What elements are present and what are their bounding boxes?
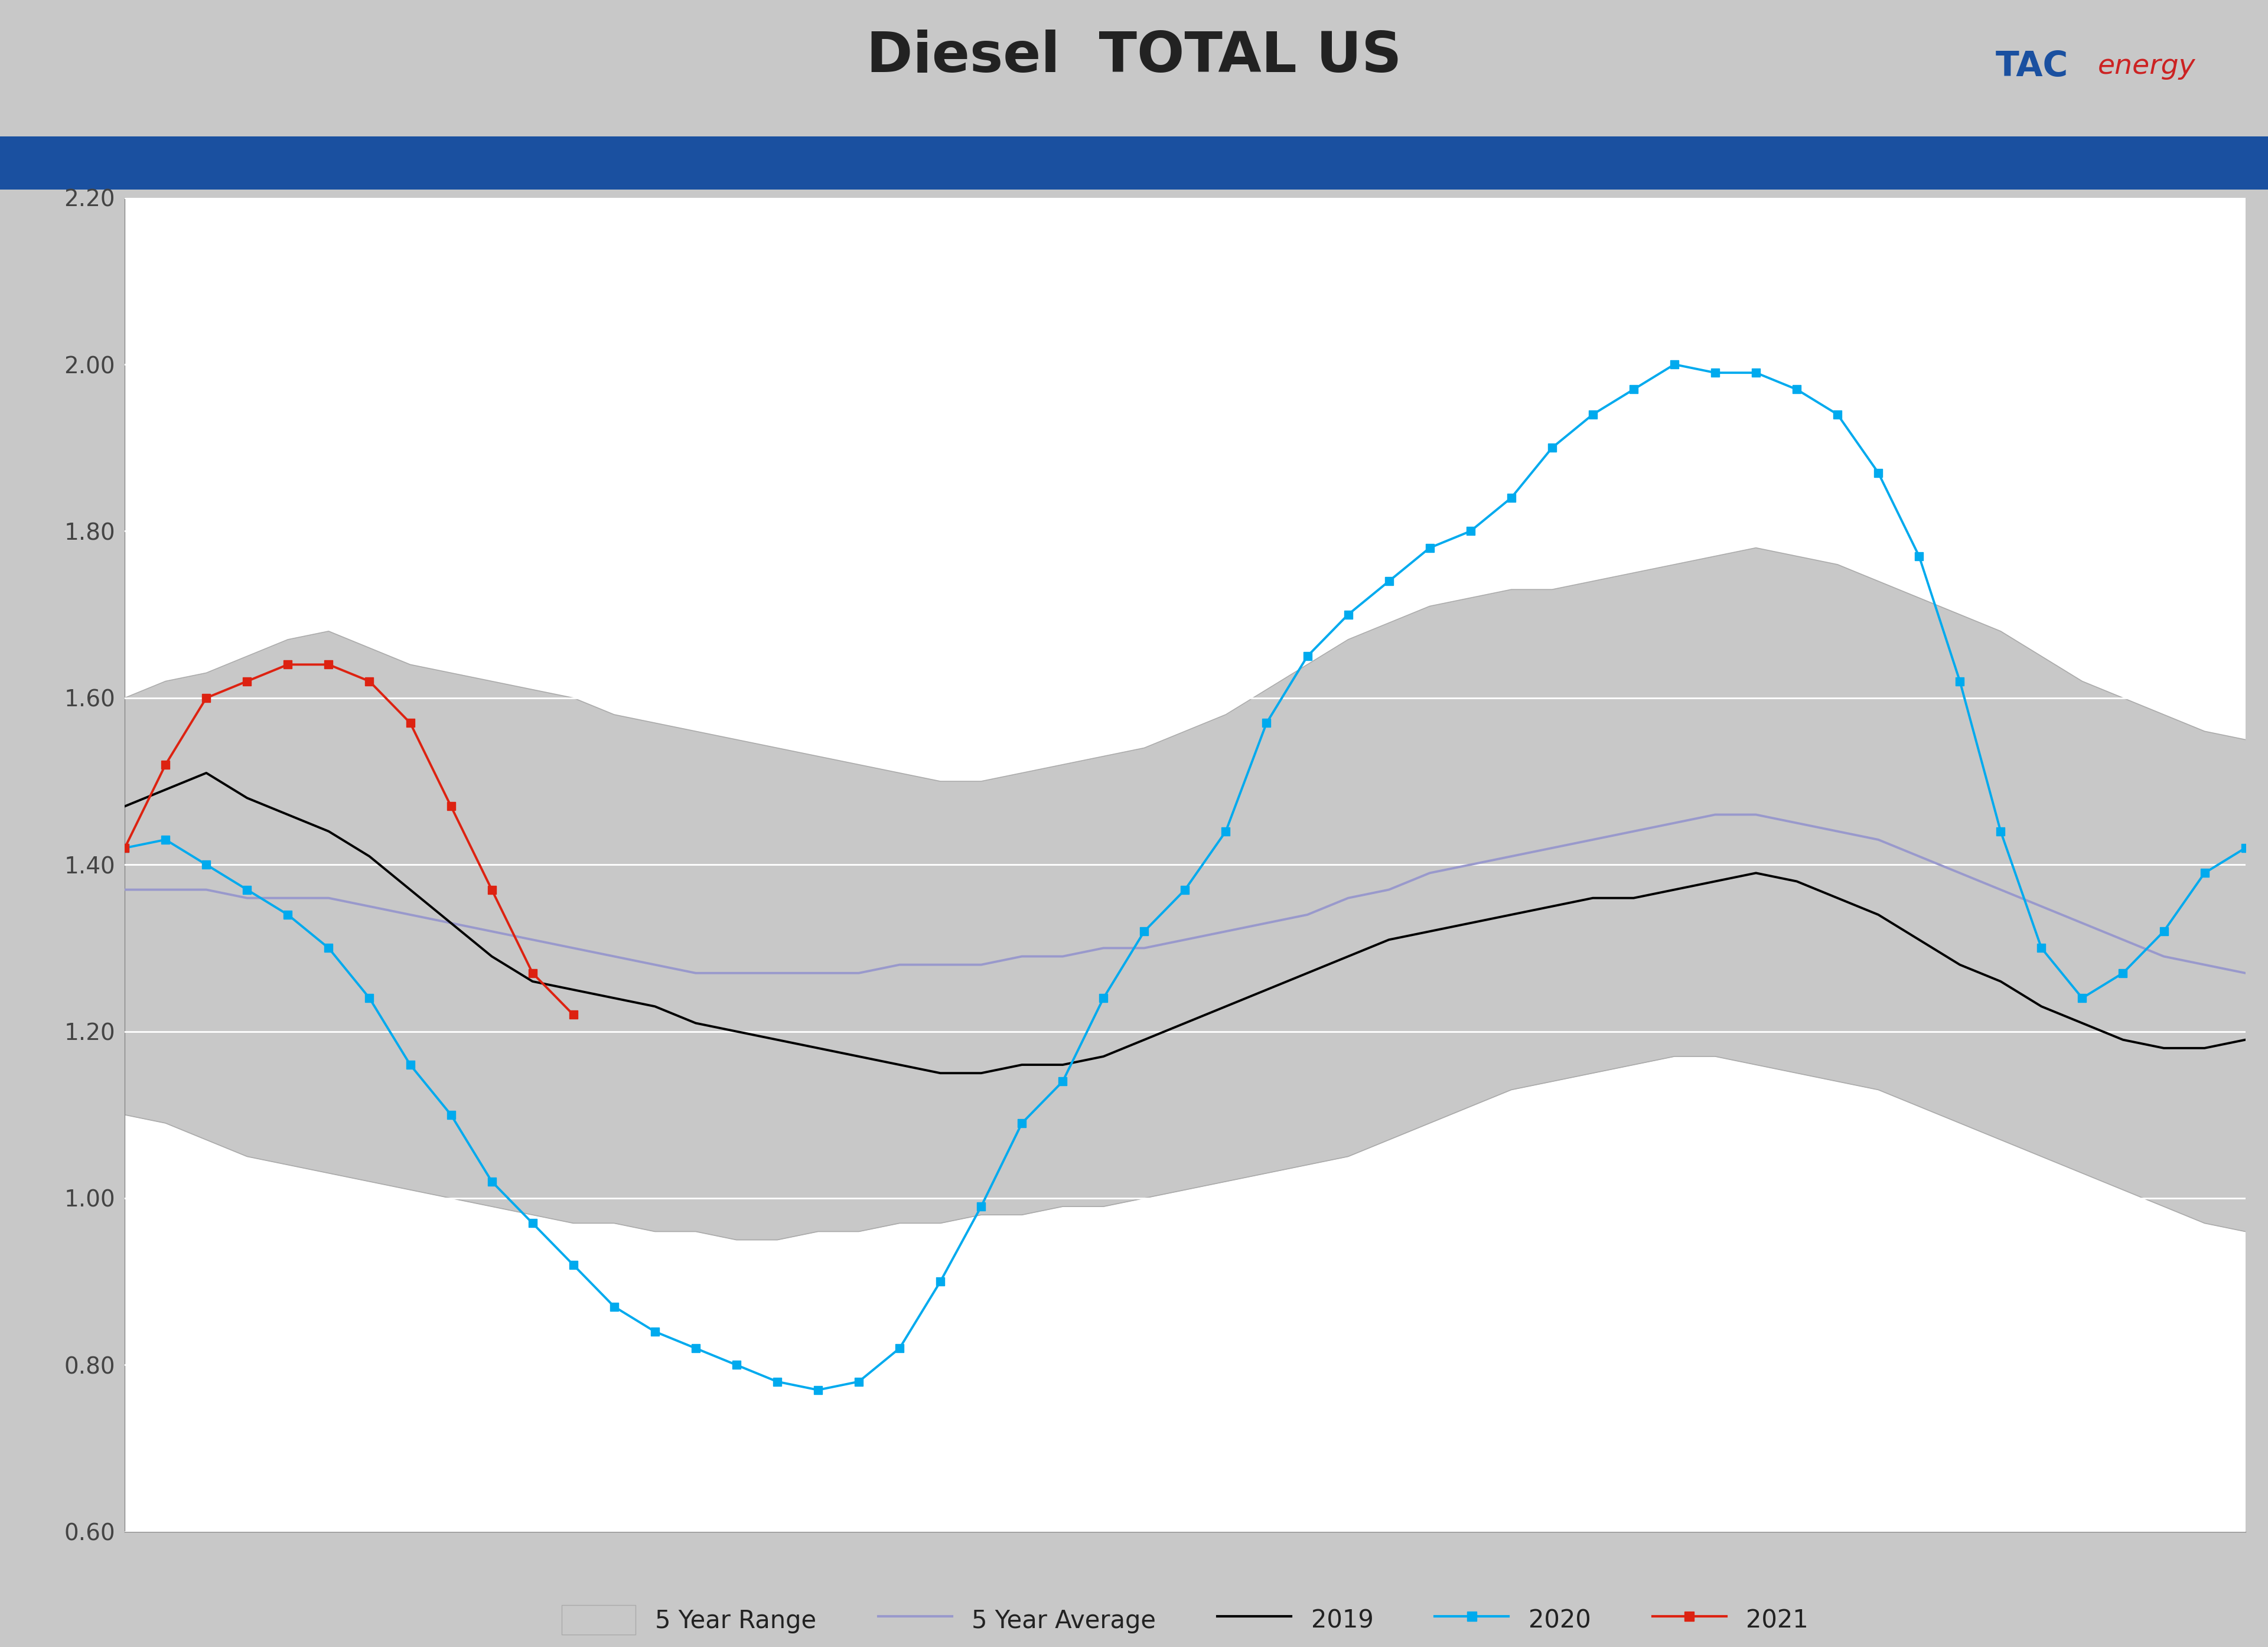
- Text: energy: energy: [2098, 53, 2195, 79]
- Legend: 5 Year Range, 5 Year Average, 2019, 2020, 2021: 5 Year Range, 5 Year Average, 2019, 2020…: [538, 1579, 1833, 1647]
- Bar: [0, 137, 2268, 189]
- Text: Diesel  TOTAL US: Diesel TOTAL US: [866, 30, 1402, 84]
- Text: TAC: TAC: [1996, 49, 2068, 82]
